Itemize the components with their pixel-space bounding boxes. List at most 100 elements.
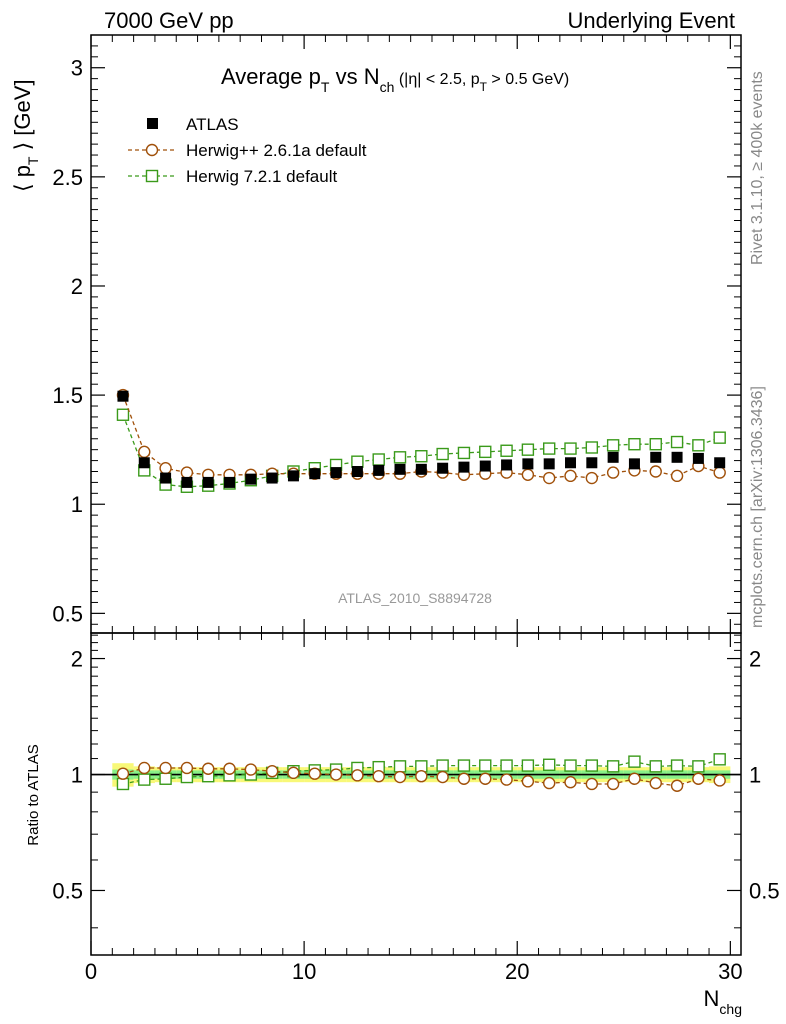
ratio-herwigpp-point bbox=[542, 776, 556, 790]
legend-entry-atlas: ATLAS bbox=[147, 115, 239, 134]
ratio-herwigpp-point bbox=[500, 773, 513, 786]
ratio-herwigpp-point bbox=[479, 772, 492, 785]
ratio-herwig7-point bbox=[521, 759, 535, 772]
header-right-label: Underlying Event bbox=[567, 8, 735, 33]
ratio-y-tick-label: 2 bbox=[71, 647, 83, 672]
main-y-tick-label: 0.5 bbox=[52, 601, 83, 626]
ratio-herwigpp-point bbox=[116, 767, 130, 780]
legend-entry-herwig7: Herwig 7.2.1 default bbox=[128, 167, 337, 186]
ratio-herwig7-point bbox=[479, 759, 492, 772]
main-atlas-point bbox=[714, 457, 726, 469]
xlabel-main: N bbox=[704, 986, 720, 1011]
ratio-herwig7-point bbox=[393, 760, 407, 773]
main-herwigpp-point bbox=[670, 469, 684, 483]
ratio-herwigpp-point bbox=[521, 775, 535, 788]
ratio-herwigpp-point bbox=[415, 769, 428, 783]
ratio-x-ticks: 0 10 20 30 bbox=[85, 633, 743, 984]
ratio-herwigpp-point bbox=[649, 776, 662, 790]
legend: ATLAS Herwig++ 2.6.1a default Herwig 7.2… bbox=[128, 115, 367, 186]
main-atlas-point bbox=[224, 476, 236, 488]
main-herwig7-point bbox=[116, 408, 130, 421]
main-atlas-point bbox=[522, 458, 534, 470]
ratio-panel: 0.5 0.5 1 1 2 2 0 10 20 30 Ratio to ATLAS Nchg bbox=[25, 632, 780, 1017]
ratio-herwigpp-point bbox=[457, 772, 471, 785]
main-herwig7-point bbox=[542, 442, 556, 455]
ratio-herwig7-point bbox=[692, 760, 705, 773]
main-herwig7-point bbox=[457, 446, 471, 460]
main-y-tick-label: 1 bbox=[71, 492, 83, 517]
x-tick-label: 20 bbox=[505, 959, 529, 984]
ratio-y-tick-label-right: 1 bbox=[749, 763, 761, 788]
main-atlas-point bbox=[501, 459, 513, 471]
ratio-herwigpp-line bbox=[122, 767, 720, 787]
main-atlas-point bbox=[671, 451, 683, 463]
main-herwig7-point bbox=[564, 442, 577, 455]
ratio-herwig7-point bbox=[116, 777, 130, 791]
legend-label-herwig7: Herwig 7.2.1 default bbox=[186, 167, 337, 186]
ratio-herwigpp-point bbox=[265, 765, 279, 778]
title-part-c: (|η| < 2.5, p bbox=[394, 71, 479, 88]
main-atlas-point bbox=[245, 473, 257, 485]
main-atlas-point bbox=[138, 457, 150, 469]
title-part-b-sub: ch bbox=[380, 79, 395, 95]
main-atlas-point bbox=[330, 467, 342, 479]
ratio-y-tick-label: 1 bbox=[71, 763, 83, 788]
ratio-herwig7-point bbox=[436, 759, 449, 772]
main-atlas-point bbox=[437, 462, 449, 474]
ratio-herwig7-point bbox=[585, 759, 599, 772]
main-atlas-point bbox=[394, 463, 406, 475]
main-atlas-point bbox=[181, 476, 193, 488]
main-atlas-point bbox=[565, 457, 577, 469]
main-atlas-point bbox=[692, 452, 704, 464]
ratio-herwigpp-point bbox=[585, 777, 599, 791]
main-atlas-point bbox=[607, 451, 619, 463]
ratio-herwigpp-point bbox=[202, 762, 215, 775]
ratio-herwigpp-point bbox=[180, 761, 194, 775]
legend-marker-herwig7 bbox=[145, 169, 159, 183]
main-atlas-point bbox=[117, 390, 129, 402]
ratio-herwigpp-point bbox=[564, 776, 577, 789]
main-herwigpp-point bbox=[713, 466, 726, 479]
main-herwig7-point bbox=[351, 455, 364, 468]
main-title: Average pT vs Nch (|η| < 2.5, pT > 0.5 G… bbox=[221, 64, 569, 95]
main-atlas-point bbox=[415, 463, 427, 475]
title-part-b: vs N bbox=[329, 64, 379, 89]
ratio-herwig7-point bbox=[628, 755, 641, 768]
main-atlas-point bbox=[287, 470, 299, 482]
main-panel: 0.511.522.53 Average pT vs Nch (|η| < 2.… bbox=[10, 34, 742, 634]
ratio-y-axis-label: Ratio to ATLAS bbox=[25, 744, 42, 845]
main-herwig7-point bbox=[500, 444, 513, 457]
ratio-herwigpp-point bbox=[692, 772, 705, 785]
legend-entry-herwigpp: Herwig++ 2.6.1a default bbox=[128, 141, 367, 160]
main-herwig7-point bbox=[415, 450, 428, 463]
main-atlas-point bbox=[628, 458, 640, 470]
ratio-herwigpp-point bbox=[606, 777, 620, 791]
x-tick-label: 30 bbox=[718, 959, 742, 984]
main-y-tick-label: 1.5 bbox=[52, 383, 83, 408]
x-tick-label: 10 bbox=[292, 959, 316, 984]
ylabel-open: ⟨ p bbox=[10, 165, 35, 192]
ratio-herwigpp-point bbox=[436, 770, 449, 784]
ratio-herwig7-point bbox=[138, 773, 151, 786]
ratio-data-layer bbox=[116, 753, 726, 792]
main-herwigpp-point bbox=[180, 466, 194, 479]
main-herwig7-point bbox=[585, 441, 599, 454]
main-herwig7-point bbox=[606, 439, 620, 452]
main-herwig7-point bbox=[628, 438, 641, 451]
title-part-d: > 0.5 GeV) bbox=[487, 71, 569, 88]
main-atlas-point bbox=[586, 457, 598, 469]
main-herwig7-point bbox=[436, 447, 449, 461]
ratio-herwigpp-point bbox=[713, 774, 726, 787]
ratio-herwig7-point bbox=[457, 759, 471, 772]
xlabel-sub: chg bbox=[719, 1001, 742, 1017]
ratio-herwigpp-point bbox=[308, 767, 321, 780]
ratio-y-ticks: 0.5 0.5 1 1 2 2 bbox=[52, 634, 780, 929]
ratio-herwig7-point bbox=[500, 759, 513, 772]
main-atlas-point bbox=[479, 460, 491, 472]
main-atlas-point bbox=[266, 472, 278, 484]
mcplots-label: mcplots.cern.ch [arXiv:1306.3436] bbox=[749, 386, 766, 628]
title-part-a: Average p bbox=[221, 64, 321, 89]
ratio-y-tick-label: 0.5 bbox=[52, 878, 83, 903]
main-herwigpp-point bbox=[649, 465, 662, 478]
